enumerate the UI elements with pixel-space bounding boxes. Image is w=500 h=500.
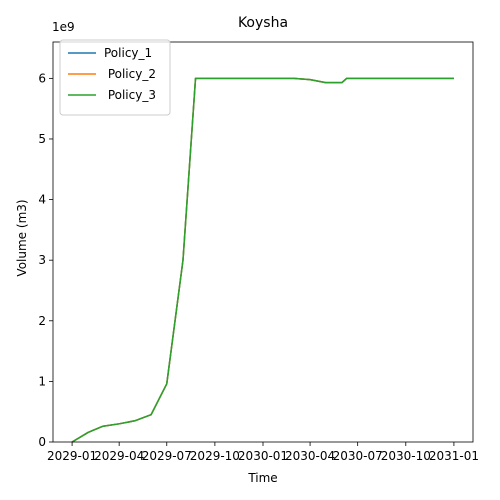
x-tick-label: 2031-01 (429, 449, 479, 463)
series-line-3 (71, 77, 454, 443)
x-tick-label: 2030-07 (333, 449, 383, 463)
x-tick-label: 2030-01 (238, 449, 288, 463)
x-tick-label: 2029-04 (94, 449, 144, 463)
x-tick-label: 2029-10 (190, 449, 240, 463)
y-axis-multiplier: 1e9 (52, 20, 75, 34)
legend-box (59, 39, 171, 116)
axes: 2029-012029-042029-072029-102030-012030-… (38, 41, 479, 463)
x-tick-label: 2030-04 (285, 449, 335, 463)
plot-area (71, 77, 454, 443)
y-tick-label: 3 (38, 253, 46, 267)
y-tick-label: 0 (38, 435, 46, 449)
x-tick-label: 2029-07 (142, 449, 192, 463)
y-tick-label: 6 (38, 71, 46, 85)
y-tick-label: 1 (38, 374, 46, 388)
legend-label-3: Policy_3 (104, 88, 156, 102)
legend: Policy_1 Policy_2 Policy_3 (59, 39, 171, 116)
x-axis-label: Time (247, 471, 277, 485)
x-tick-label: 2029-01 (47, 449, 97, 463)
y-axis-label: Volume (m3) (15, 199, 29, 276)
legend-label-2: Policy_2 (104, 67, 156, 81)
x-tick-label: 2030-10 (381, 449, 431, 463)
y-tick-label: 5 (38, 132, 46, 146)
legend-label-1: Policy_1 (104, 46, 152, 60)
y-tick-label: 2 (38, 314, 46, 328)
y-tick-label: 4 (38, 193, 46, 207)
chart-title: Koysha (238, 15, 288, 31)
